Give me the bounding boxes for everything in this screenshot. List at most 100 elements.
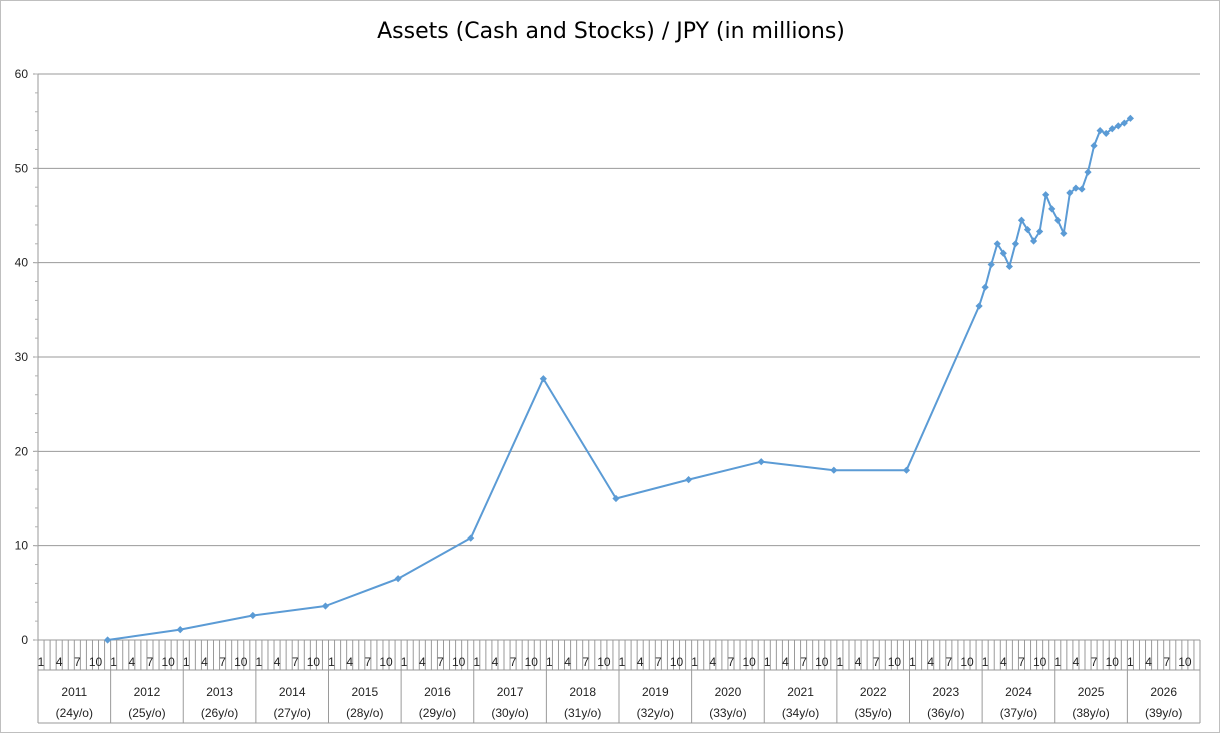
- year-label: 2017: [497, 685, 524, 699]
- data-point: [1096, 127, 1104, 135]
- month-tick-label: 7: [800, 655, 807, 669]
- data-point: [975, 302, 983, 310]
- data-point: [539, 375, 547, 383]
- month-tick-label: 10: [1106, 655, 1120, 669]
- month-tick-label: 10: [597, 655, 611, 669]
- month-tick-label: 7: [728, 655, 735, 669]
- data-point: [1078, 185, 1086, 193]
- month-tick-label: 4: [56, 655, 63, 669]
- age-label: (35y/o): [855, 706, 892, 720]
- month-tick-label: 7: [74, 655, 81, 669]
- year-label: 2015: [351, 685, 378, 699]
- month-tick-label: 10: [307, 655, 321, 669]
- month-tick-label: 7: [219, 655, 226, 669]
- year-label: 2023: [932, 685, 959, 699]
- month-tick-label: 1: [546, 655, 553, 669]
- age-label: (31y/o): [564, 706, 601, 720]
- month-tick-label: 7: [292, 655, 299, 669]
- month-tick-label: 4: [782, 655, 789, 669]
- year-label: 2020: [715, 685, 742, 699]
- data-point: [176, 626, 184, 634]
- year-label: 2026: [1150, 685, 1177, 699]
- year-label: 2024: [1005, 685, 1032, 699]
- y-tick-label: 10: [15, 539, 29, 553]
- data-point: [1017, 216, 1026, 224]
- year-label: 2013: [206, 685, 233, 699]
- data-point: [1005, 262, 1013, 271]
- data-point: [902, 466, 911, 474]
- month-tick-label: 4: [128, 655, 135, 669]
- month-tick-label: 1: [256, 655, 263, 669]
- data-point: [981, 283, 989, 291]
- data-point: [467, 534, 475, 542]
- data-point: [1036, 227, 1044, 236]
- y-tick-label: 20: [15, 444, 29, 458]
- month-tick-label: 4: [1145, 655, 1152, 669]
- year-label: 2018: [569, 685, 596, 699]
- year-label: 2021: [787, 685, 814, 699]
- month-tick-label: 1: [1127, 655, 1134, 669]
- data-point: [1011, 240, 1020, 248]
- month-tick-label: 1: [401, 655, 408, 669]
- year-label: 2019: [642, 685, 669, 699]
- month-tick-label: 1: [110, 655, 117, 669]
- data-point: [987, 260, 995, 269]
- data-point: [1066, 189, 1074, 197]
- month-tick-label: 4: [637, 655, 644, 669]
- data-point: [1060, 229, 1068, 238]
- month-tick-label: 7: [1091, 655, 1098, 669]
- month-tick-label: 7: [147, 655, 154, 669]
- data-point: [999, 249, 1007, 257]
- month-tick-label: 1: [328, 655, 335, 669]
- month-tick-label: 4: [564, 655, 571, 669]
- month-tick-label: 10: [89, 655, 103, 669]
- data-point: [1042, 191, 1050, 199]
- data-point: [103, 636, 112, 644]
- month-tick-label: 4: [492, 655, 499, 669]
- month-tick-label: 7: [945, 655, 952, 669]
- year-label: 2022: [860, 685, 887, 699]
- month-tick-label: 7: [655, 655, 662, 669]
- data-point: [1084, 168, 1092, 176]
- data-point: [1126, 114, 1135, 122]
- month-tick-label: 10: [960, 655, 974, 669]
- month-tick-label: 1: [183, 655, 190, 669]
- month-tick-label: 1: [1054, 655, 1061, 669]
- y-tick-label: 30: [15, 350, 29, 364]
- month-tick-label: 7: [364, 655, 371, 669]
- month-tick-label: 10: [525, 655, 539, 669]
- data-point: [249, 611, 257, 620]
- age-label: (33y/o): [709, 706, 746, 720]
- data-point: [394, 575, 402, 583]
- month-tick-label: 10: [161, 655, 175, 669]
- chart-title: Assets (Cash and Stocks) / JPY (in milli…: [377, 19, 845, 44]
- data-point: [1120, 119, 1128, 127]
- year-label: 2025: [1078, 685, 1105, 699]
- month-tick-label: 1: [619, 655, 626, 669]
- age-label: (36y/o): [927, 706, 964, 720]
- data-point: [1090, 142, 1098, 150]
- month-tick-label: 10: [234, 655, 248, 669]
- data-point: [1054, 216, 1062, 224]
- data-point: [1114, 122, 1122, 130]
- year-label: 2012: [134, 685, 161, 699]
- month-tick-label: 4: [274, 655, 281, 669]
- month-tick-label: 4: [927, 655, 934, 669]
- data-point: [1048, 205, 1056, 213]
- month-tick-label: 7: [1163, 655, 1170, 669]
- age-label: (27y/o): [274, 706, 311, 720]
- age-label: (38y/o): [1072, 706, 1109, 720]
- age-label: (25y/o): [128, 706, 165, 720]
- data-point: [830, 466, 838, 474]
- data-point: [1108, 125, 1116, 133]
- month-tick-label: 7: [1018, 655, 1025, 669]
- age-label: (28y/o): [346, 706, 383, 720]
- month-tick-label: 10: [742, 655, 756, 669]
- month-tick-label: 1: [909, 655, 916, 669]
- age-label: (26y/o): [201, 706, 238, 720]
- month-tick-label: 1: [691, 655, 698, 669]
- year-label: 2016: [424, 685, 451, 699]
- data-point: [321, 602, 330, 610]
- month-tick-label: 4: [346, 655, 353, 669]
